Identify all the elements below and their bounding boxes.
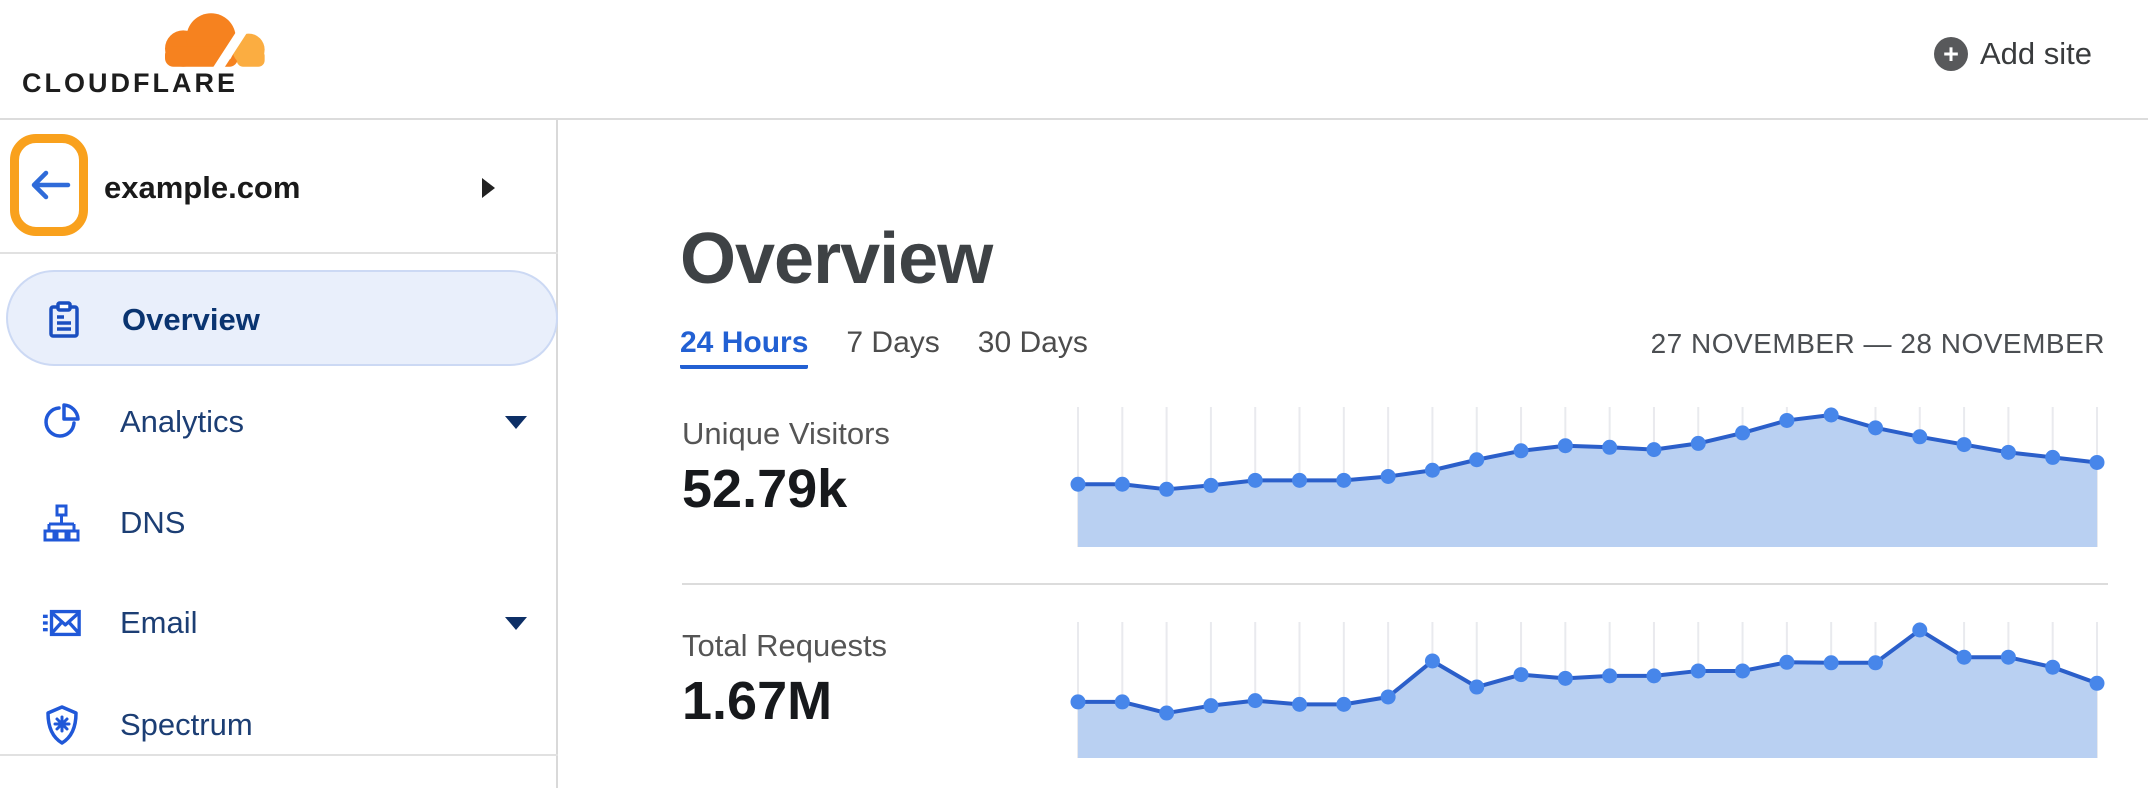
tab-7-days[interactable]: 7 Days bbox=[846, 326, 940, 359]
total-requests-value: 1.67M bbox=[682, 671, 833, 731]
sidebar-item-dns[interactable]: DNS bbox=[0, 475, 558, 571]
page-title: Overview bbox=[680, 219, 993, 299]
sidebar-item-email[interactable]: Email bbox=[0, 575, 558, 671]
sidebar-item-label: Spectrum bbox=[120, 707, 253, 742]
date-range-label: 27 NOVEMBER — 28 NOVEMBER bbox=[1650, 328, 2105, 359]
add-site-button[interactable]: + Add site bbox=[1933, 36, 2092, 72]
sidebar-item-label: DNS bbox=[120, 505, 186, 540]
chevron-down-icon[interactable] bbox=[505, 416, 527, 429]
unique-visitors-value: 52.79k bbox=[682, 459, 848, 519]
sidebar-item-spectrum[interactable]: Spectrum bbox=[0, 677, 558, 773]
site-switcher-row[interactable]: example.com bbox=[0, 120, 558, 254]
envelope-icon bbox=[42, 575, 82, 671]
clipboard-icon bbox=[44, 272, 84, 368]
unique-visitors-chart bbox=[1070, 407, 2105, 547]
site-name[interactable]: example.com bbox=[104, 170, 301, 205]
back-arrow-icon[interactable] bbox=[26, 166, 72, 204]
metric-row-divider bbox=[682, 583, 2108, 585]
sidebar-section-divider bbox=[0, 754, 558, 756]
tab-24-hours[interactable]: 24 Hours bbox=[680, 326, 809, 369]
cloudflare-cloud-icon bbox=[165, 13, 265, 70]
annotation-highlight-box bbox=[10, 134, 88, 236]
plus-icon: + bbox=[1933, 37, 1968, 71]
site-expand-caret-icon[interactable] bbox=[482, 178, 495, 198]
time-range-tabs: 24 Hours 7 Days 30 Days bbox=[680, 326, 1088, 369]
shield-icon bbox=[42, 677, 82, 773]
main-content: Overview 24 Hours 7 Days 30 Days 27 NOVE… bbox=[560, 120, 2148, 788]
cloudflare-logo[interactable]: CLOUDFLARE bbox=[22, 6, 282, 114]
tab-30-days[interactable]: 30 Days bbox=[977, 326, 1088, 359]
total-requests-chart bbox=[1070, 622, 2105, 758]
sidebar-item-label: Analytics bbox=[120, 404, 245, 439]
chevron-down-icon[interactable] bbox=[505, 617, 527, 630]
sidebar-item-label: Overview bbox=[122, 302, 260, 337]
hierarchy-icon bbox=[42, 475, 82, 571]
unique-visitors-label: Unique Visitors bbox=[682, 416, 890, 451]
top-header: CLOUDFLARE + Add site bbox=[0, 0, 2148, 120]
sidebar-item-label: Email bbox=[120, 605, 198, 640]
cloudflare-wordmark: CLOUDFLARE bbox=[22, 68, 238, 98]
pie-chart-icon bbox=[42, 374, 82, 470]
total-requests-label: Total Requests bbox=[682, 628, 888, 663]
sidebar: example.com Overview bbox=[0, 120, 558, 788]
sidebar-item-analytics[interactable]: Analytics bbox=[0, 374, 558, 470]
sidebar-item-overview[interactable]: Overview bbox=[6, 270, 558, 366]
add-site-label: Add site bbox=[1979, 36, 2092, 71]
